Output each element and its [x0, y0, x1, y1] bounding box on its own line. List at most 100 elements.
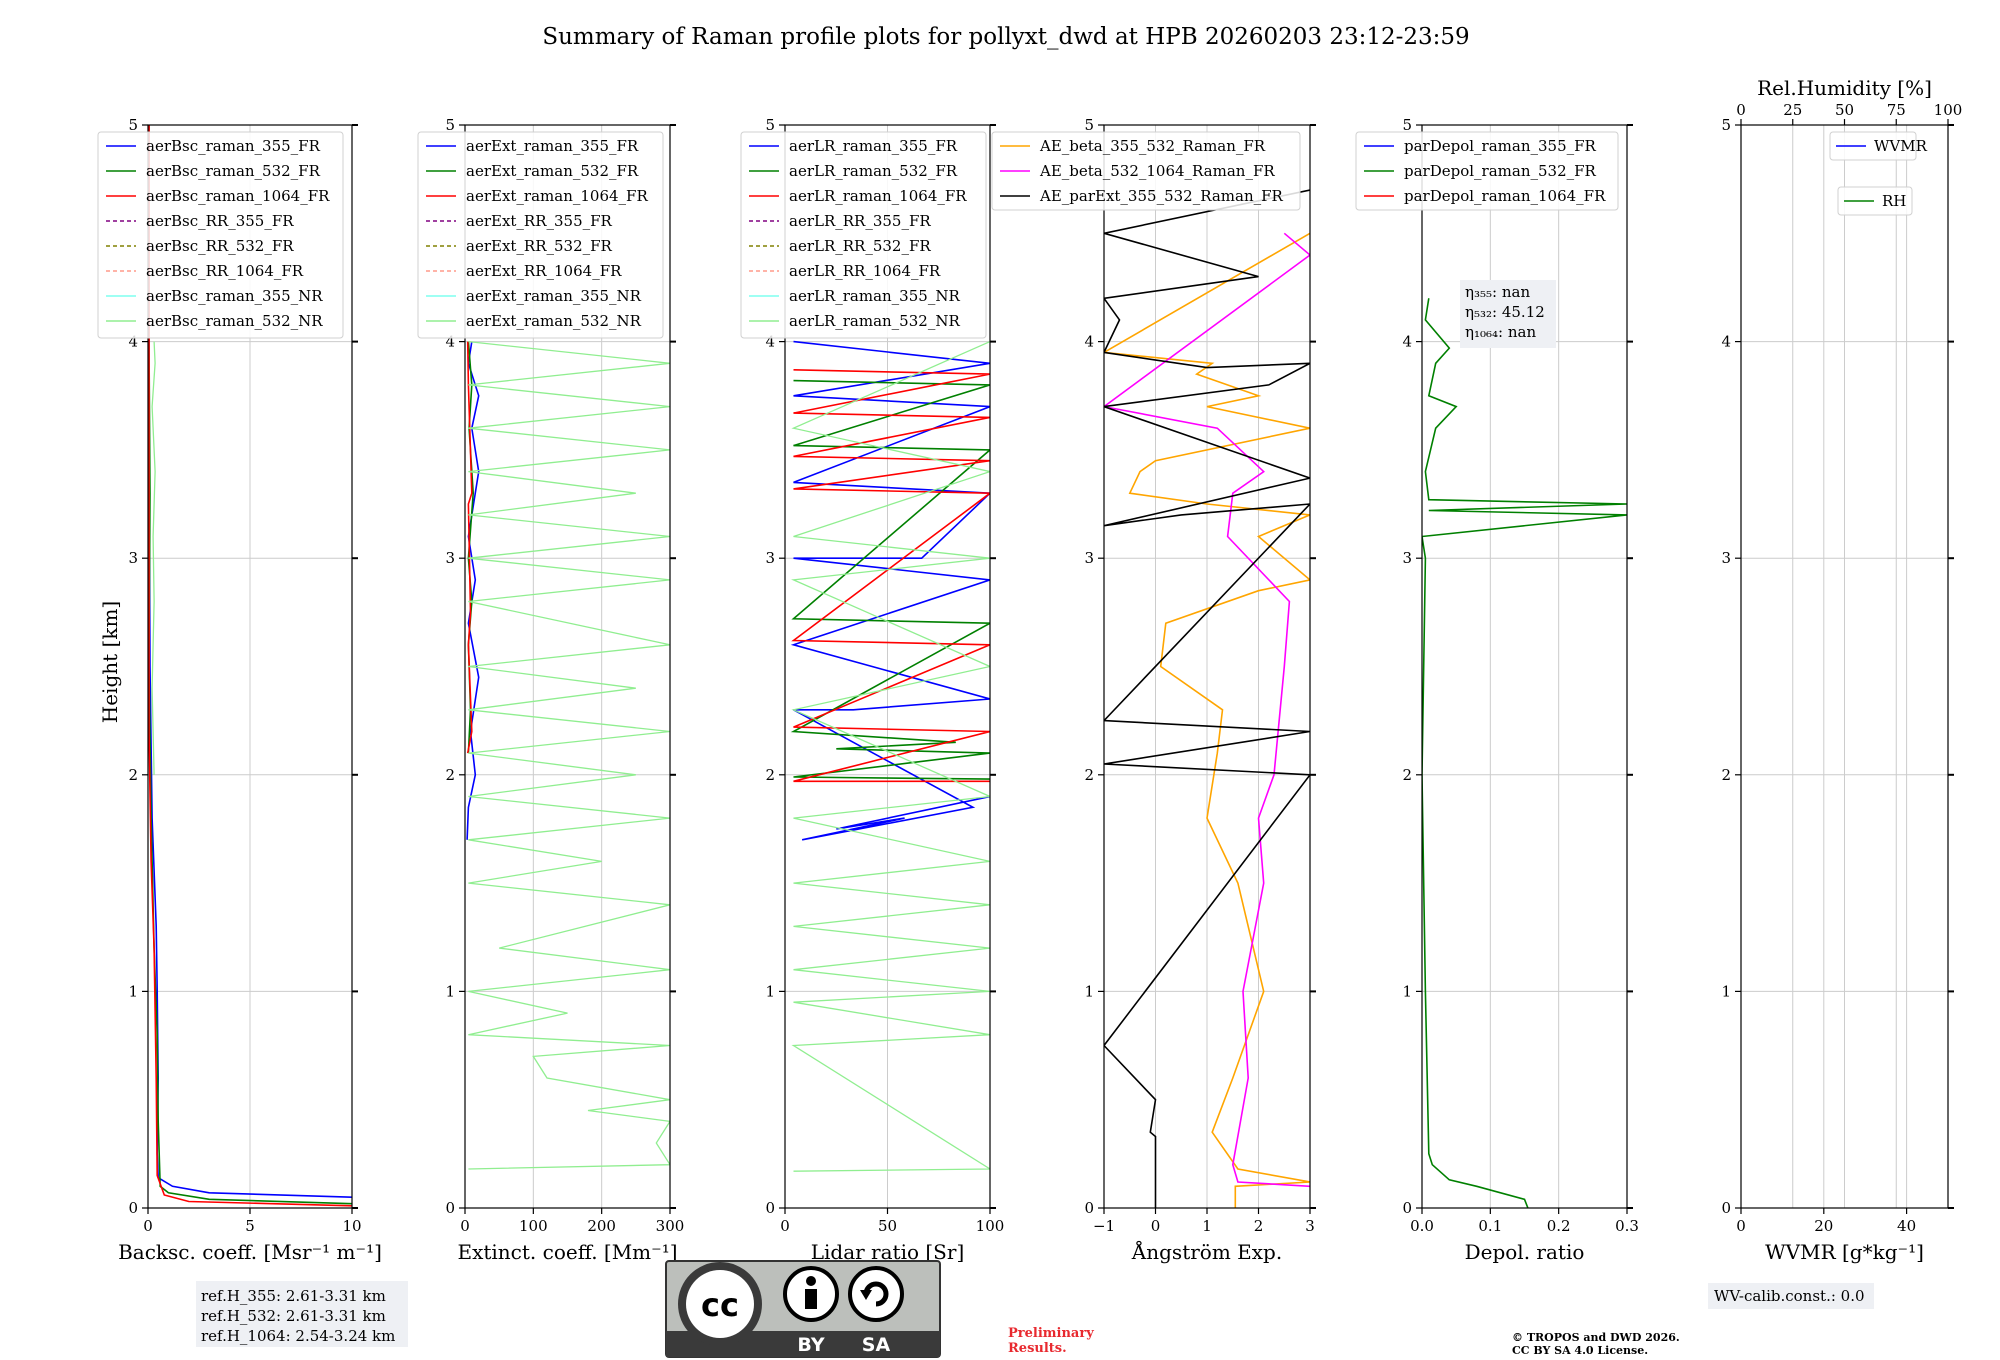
- top-x-tick-label: 0: [1736, 101, 1746, 119]
- series-line-aerExt_raman_355_FR: [466, 341, 480, 840]
- x-tick-label: 100: [519, 1217, 548, 1235]
- x-tick-label: 0: [1736, 1217, 1746, 1235]
- x-tick-label: 40: [1897, 1217, 1916, 1235]
- legend: aerExt_raman_355_FR aerExt_raman_532_FRae…: [417, 131, 664, 339]
- legend-box: [1829, 131, 1917, 161]
- x-tick-label: 1: [1202, 1217, 1212, 1235]
- y-tick-label: 1: [128, 982, 138, 1000]
- y-tick-label: 4: [1721, 333, 1731, 351]
- y-tick-label: 2: [1721, 766, 1731, 784]
- top-x-tick-label: 100: [1934, 101, 1963, 119]
- legend-label: aerBsc_raman_355_FR: [146, 137, 321, 155]
- x-tick-label: 50: [878, 1217, 897, 1235]
- x-tick-label: 0.2: [1547, 1217, 1571, 1235]
- legend: AE_beta_355_532_Raman_FR AE_beta_532_1064…: [991, 131, 1301, 211]
- copyright-line2: CC BY SA 4.0 License.: [1512, 1344, 1648, 1357]
- y-tick-label: 4: [128, 333, 138, 351]
- x-tick-label: 0.3: [1615, 1217, 1639, 1235]
- cc-logo-text: cc: [701, 1286, 739, 1324]
- wv-calib-text: WV-calib.const.: 0.0: [1714, 1287, 1865, 1305]
- y-tick-label: 4: [445, 333, 455, 351]
- preliminary-line2: Results.: [1008, 1341, 1067, 1356]
- ref-height-355: ref.H_355: 2.61-3.31 km: [201, 1287, 386, 1305]
- legend-label: aerExt_RR_355_FR: [466, 212, 613, 230]
- wv-calib-note: WV-calib.const.: 0.0: [1708, 1283, 1874, 1309]
- y-tick-label: 0: [765, 1199, 775, 1217]
- y-tick-label: 3: [1084, 549, 1094, 567]
- y-tick-label: 1: [1084, 982, 1094, 1000]
- series-line-aerLR_raman_355_FR: [790, 340, 990, 841]
- y-tick-label: 3: [445, 549, 455, 567]
- series-group: [466, 340, 670, 1170]
- y-tick-label: 0: [1084, 1199, 1094, 1217]
- eta-annotation: η₃₅₅: nan η₅₃₂: 45.12 η₁₀₆₄: nan: [1460, 280, 1556, 348]
- legend-label: aerExt_RR_1064_FR: [466, 262, 622, 280]
- y-tick-label: 1: [1721, 982, 1731, 1000]
- axes-frame: [464, 124, 671, 1209]
- y-tick-label: 5: [1402, 116, 1412, 134]
- panel-2: 0 1 2 3 4 5 0 100 200 300 Extinct. coeff. [Mm⁻¹] ae…: [417, 116, 685, 1264]
- legend-box: [1355, 131, 1619, 211]
- legend-label: aerLR_raman_355_NR: [789, 287, 960, 305]
- y-tick-label: 1: [445, 982, 455, 1000]
- x-tick-label: 20: [1814, 1217, 1833, 1235]
- x-tick-label: 5: [245, 1217, 255, 1235]
- y-tick-label: 5: [1721, 116, 1731, 134]
- x-axis-label: Backsc. coeff. [Msr⁻¹ m⁻¹]: [118, 1240, 382, 1264]
- series-group: [1422, 298, 1627, 1208]
- series-group: [1104, 189, 1310, 1208]
- legend-box: [97, 131, 344, 339]
- series-line-aerLR_raman_532_FR: [790, 379, 990, 780]
- x-tick-label: 300: [656, 1217, 685, 1235]
- top-x-tick-label: 50: [1835, 101, 1854, 119]
- y-tick-label: 3: [1402, 549, 1412, 567]
- series-line-aerLR_raman_532_NR: [791, 341, 990, 1172]
- y-tick-label: 3: [1721, 549, 1731, 567]
- legend-label: aerBsc_raman_1064_FR: [146, 187, 330, 205]
- badge-by: BY: [797, 1334, 824, 1356]
- legend-label: aerExt_RR_532_FR: [466, 237, 613, 255]
- x-tick-label: 100: [976, 1217, 1005, 1235]
- legend-label: aerExt_raman_355_NR: [466, 287, 642, 305]
- x-tick-label: 2: [1254, 1217, 1264, 1235]
- y-tick-label: 1: [1402, 982, 1412, 1000]
- x-tick-label: −1: [1093, 1217, 1115, 1235]
- eta-text: η₅₃₂: 45.12: [1465, 303, 1545, 321]
- series-line-aerBsc_raman_532_NR: [151, 341, 156, 775]
- legend-label: aerLR_raman_532_FR: [789, 162, 958, 180]
- legend-box: [417, 131, 664, 339]
- series-line-aerExt_raman_532_NR: [468, 340, 670, 1170]
- x-tick-label: 0: [780, 1217, 790, 1235]
- y-tick-label: 5: [1084, 116, 1094, 134]
- eta-text: η₃₅₅: nan: [1465, 283, 1530, 301]
- top-x-tick-label: 75: [1887, 101, 1906, 119]
- legend-label: aerLR_RR_532_FR: [789, 237, 931, 255]
- legend: aerBsc_raman_355_FR aerBsc_raman_532_FRae…: [97, 131, 344, 339]
- series-line-AE_beta_355_532_Raman_FR: [1104, 232, 1310, 1208]
- cc-license-badge: cc BY SA: [665, 1260, 941, 1358]
- legend-label: aerExt_raman_1064_FR: [466, 187, 648, 205]
- y-tick-label: 3: [128, 549, 138, 567]
- legend-label: aerBsc_RR_532_FR: [146, 237, 294, 255]
- legend-label: aerLR_raman_532_NR: [789, 312, 960, 330]
- series-line-AE_beta_532_1064_Raman_FR: [1104, 232, 1310, 1188]
- legend: aerLR_raman_355_FR aerLR_raman_532_FR aerL…: [740, 131, 987, 339]
- x-tick-label: 0: [143, 1217, 153, 1235]
- figure-title: Summary of Raman profile plots for polly…: [542, 24, 1469, 50]
- x-tick-label: 10: [342, 1217, 361, 1235]
- x-axis-label: Extinct. coeff. [Mm⁻¹]: [457, 1240, 677, 1264]
- y-tick-label: 0: [1721, 1199, 1731, 1217]
- top-x-axis-label: Rel.Humidity [%]: [1757, 76, 1932, 100]
- y-tick-label: 5: [128, 116, 138, 134]
- series-group: [790, 340, 990, 1172]
- series-line-parDepol_raman_532_FR: [1422, 298, 1627, 1208]
- y-tick-label: 2: [765, 766, 775, 784]
- share-alike-icon: [848, 1266, 904, 1322]
- x-tick-label: 0.1: [1478, 1217, 1502, 1235]
- y-tick-label: 2: [445, 766, 455, 784]
- y-tick-label: 4: [765, 333, 775, 351]
